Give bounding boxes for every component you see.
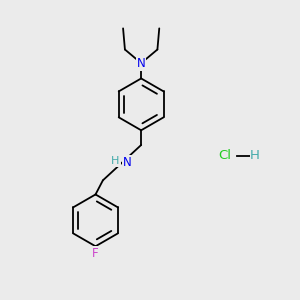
Text: H: H (111, 156, 120, 166)
Text: N: N (137, 57, 146, 70)
Text: H: H (250, 149, 260, 162)
Text: Cl: Cl (218, 149, 231, 162)
Text: F: F (92, 248, 99, 260)
Text: N: N (123, 156, 132, 169)
